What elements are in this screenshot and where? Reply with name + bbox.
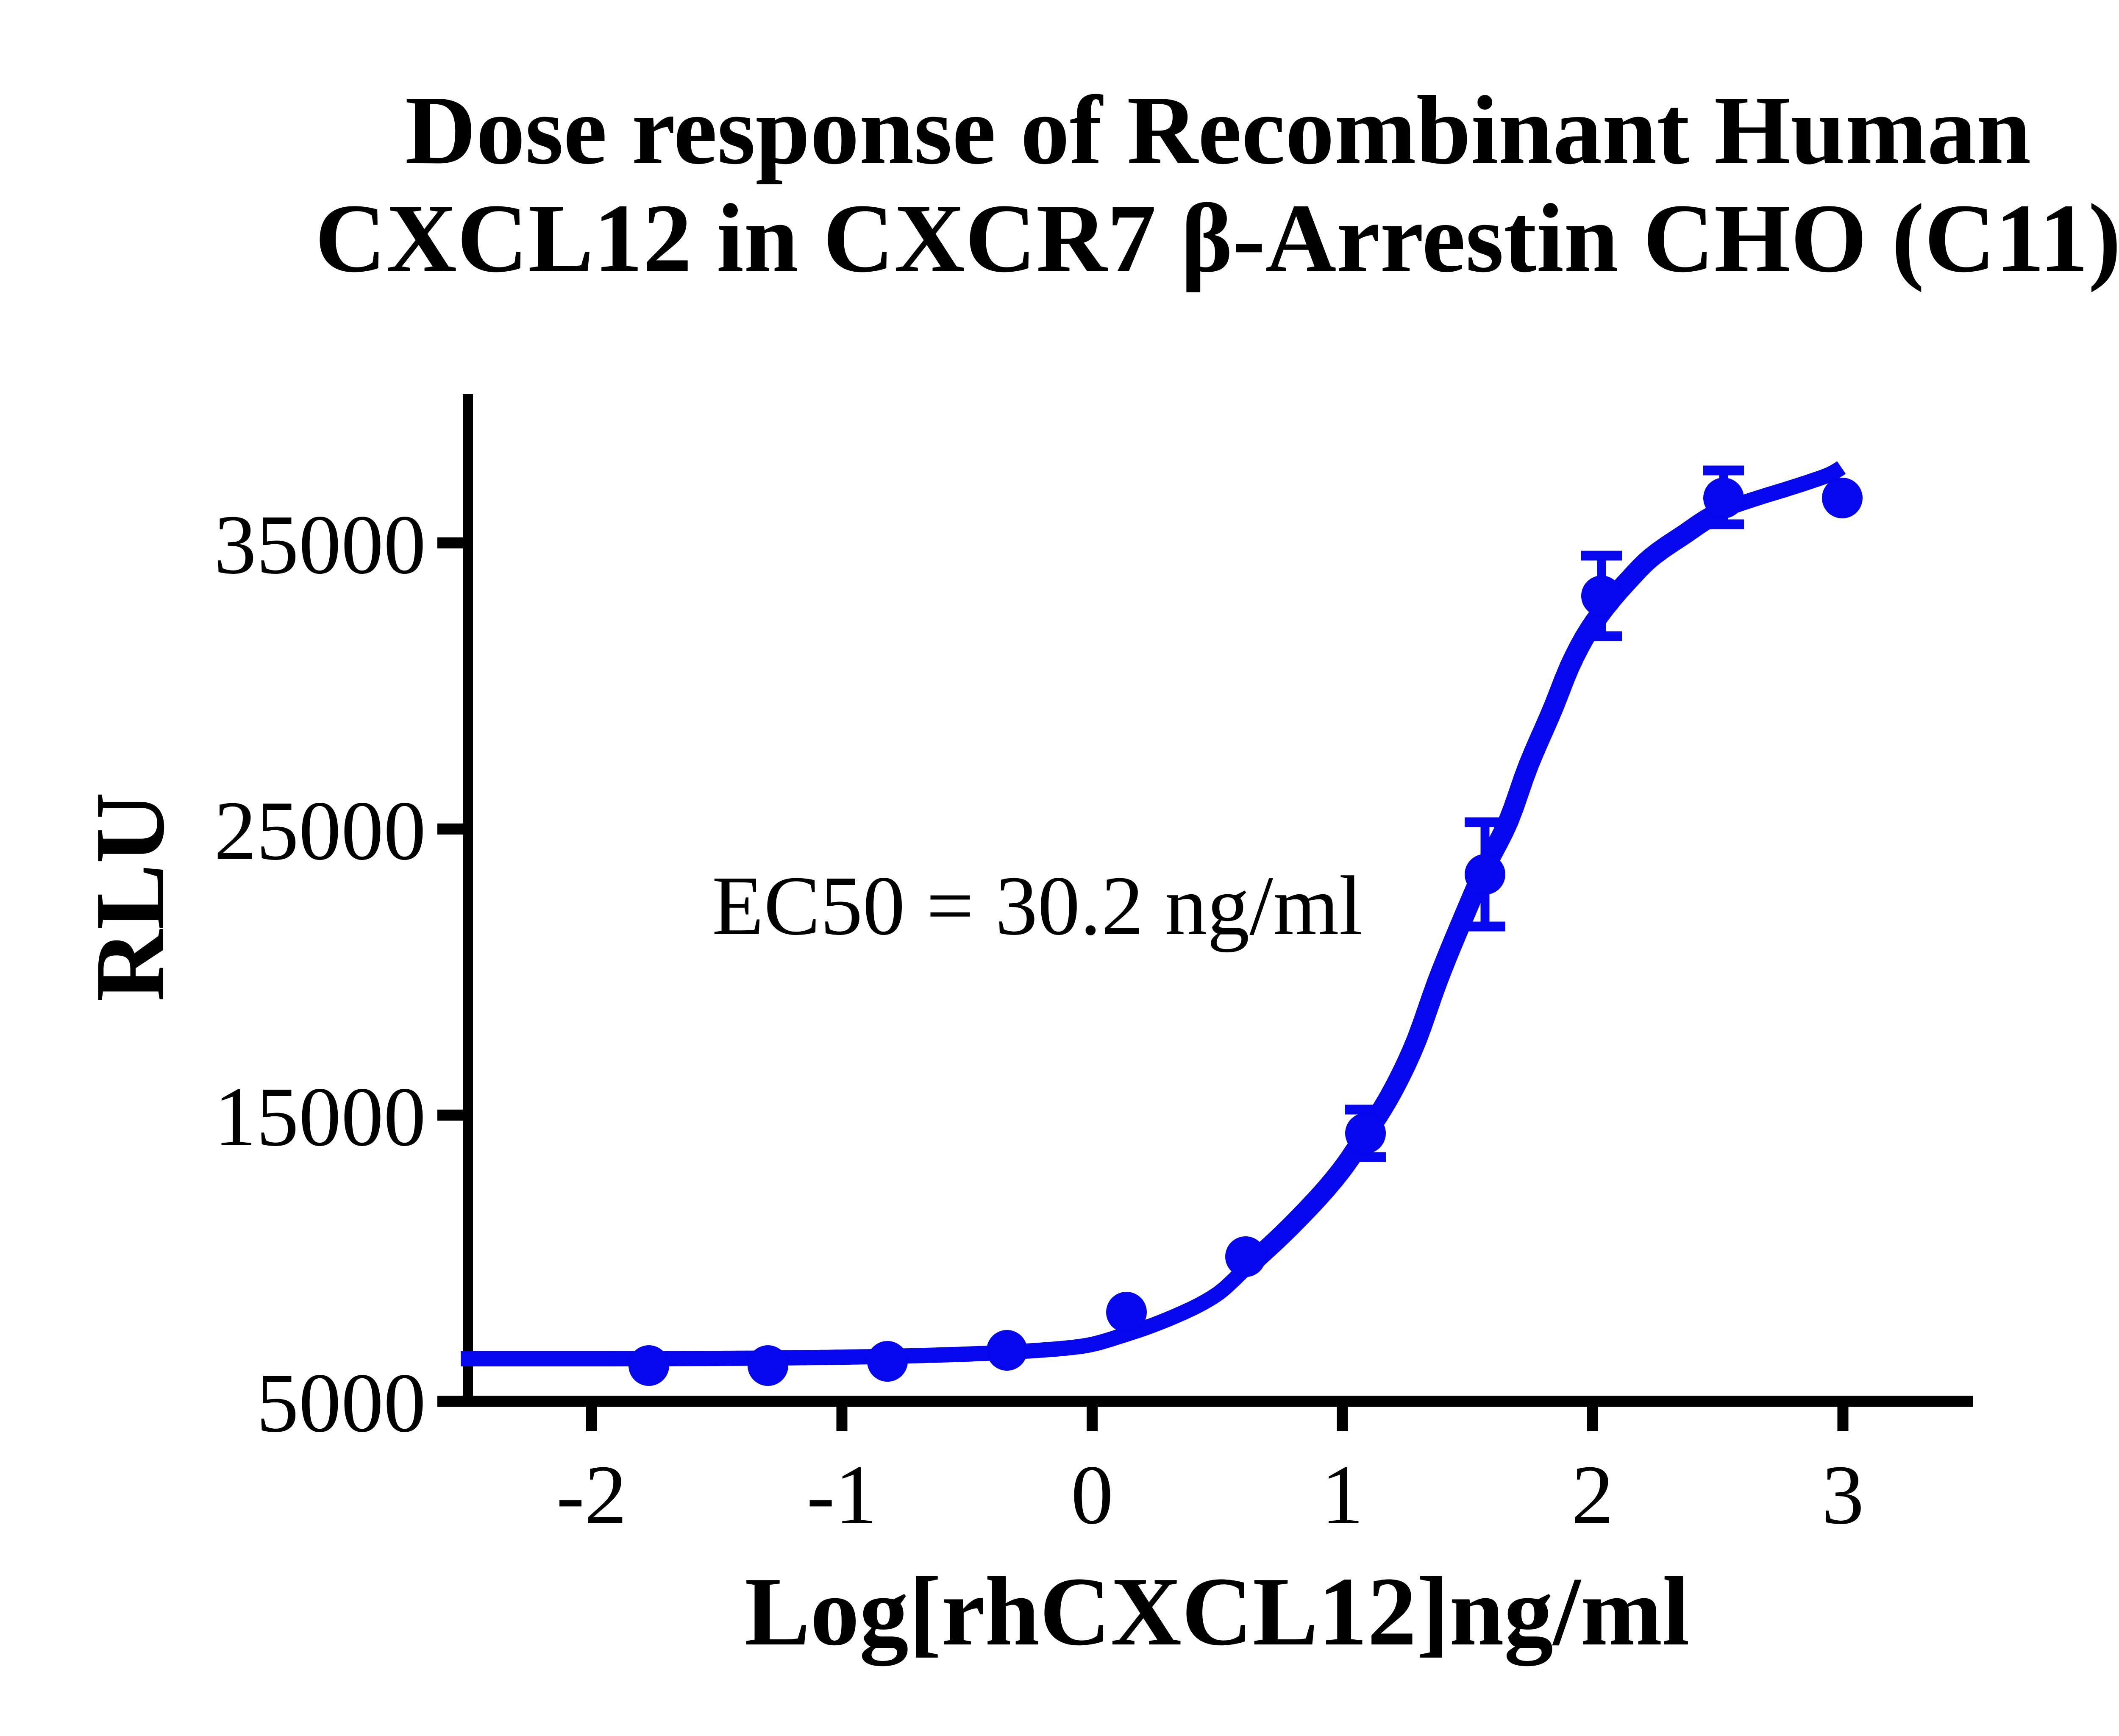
svg-text:15000: 15000 bbox=[214, 1070, 426, 1164]
svg-text:-1: -1 bbox=[806, 1448, 877, 1542]
svg-text:Dose response of Recombinant H: Dose response of Recombinant Human bbox=[405, 76, 2031, 185]
svg-text:RLU: RLU bbox=[75, 792, 185, 1002]
svg-text:3: 3 bbox=[1822, 1448, 1864, 1542]
svg-text:1: 1 bbox=[1321, 1448, 1364, 1542]
svg-text:Log[rhCXCL12]ng/ml: Log[rhCXCL12]ng/ml bbox=[745, 1557, 1690, 1666]
svg-text:2: 2 bbox=[1571, 1448, 1614, 1542]
svg-text:0: 0 bbox=[1071, 1448, 1113, 1542]
svg-text:-2: -2 bbox=[556, 1448, 627, 1542]
svg-text:25000: 25000 bbox=[214, 784, 426, 878]
svg-text:EC50 = 30.2 ng/ml: EC50 = 30.2 ng/ml bbox=[712, 859, 1363, 953]
svg-text:5000: 5000 bbox=[256, 1356, 426, 1450]
svg-text:CXCL12 in CXCR7 β-Arrestin CHO: CXCL12 in CXCR7 β-Arrestin CHO (C11) bbox=[315, 184, 2119, 293]
svg-text:35000: 35000 bbox=[214, 498, 426, 592]
